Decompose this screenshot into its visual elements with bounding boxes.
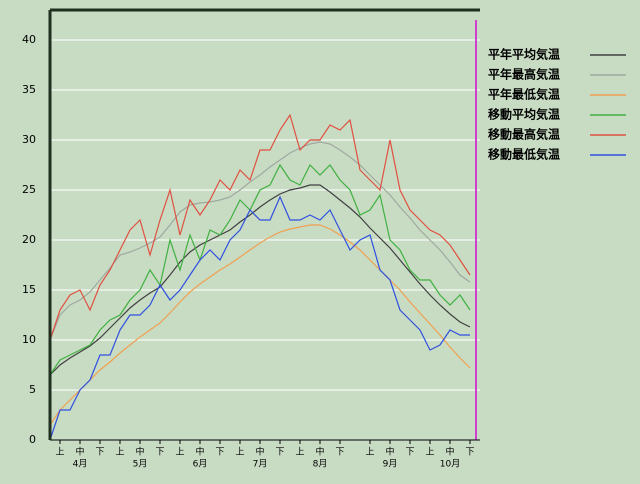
x-tick-label: 下 <box>405 448 414 458</box>
legend-label: 平年最低気温 <box>488 87 560 102</box>
series-line <box>49 141 471 341</box>
y-tick-label: 5 <box>29 383 36 396</box>
x-tick-label: 中 <box>255 446 264 458</box>
x-tick-label: 中 <box>385 446 394 458</box>
x-tick-label: 下 <box>95 448 104 458</box>
y-tick-label: 35 <box>22 83 36 96</box>
series-line <box>49 113 471 341</box>
x-tick-label: 下 <box>335 448 344 458</box>
x-tick-label: 中 <box>195 446 204 458</box>
y-tick-label: 25 <box>22 183 36 196</box>
legend-label: 移動最高気温 <box>488 127 560 142</box>
legend-label: 平年最高気温 <box>488 67 560 82</box>
month-label: 6月 <box>193 459 208 470</box>
x-tick-label: 中 <box>135 446 144 458</box>
month-label: 7月 <box>253 459 268 470</box>
y-tick-label: 40 <box>22 33 36 46</box>
x-tick-label: 中 <box>445 446 454 458</box>
series-line <box>49 163 471 376</box>
x-tick-label: 上 <box>425 447 434 458</box>
y-tick-label: 30 <box>22 133 36 146</box>
legend-label: 移動最低気温 <box>488 147 560 162</box>
series-line <box>49 195 470 441</box>
x-tick-label: 下 <box>215 448 224 458</box>
month-label: 9月 <box>383 459 398 470</box>
y-tick-label: 10 <box>22 333 36 346</box>
x-tick-label: 中 <box>75 446 84 458</box>
series-line <box>49 224 471 426</box>
month-label: 10月 <box>440 459 460 470</box>
x-tick-label: 上 <box>175 447 184 458</box>
y-tick-label: 15 <box>22 283 36 296</box>
x-tick-label: 下 <box>155 448 164 458</box>
month-label: 4月 <box>73 459 88 470</box>
series-line <box>49 184 471 376</box>
x-tick-label: 下 <box>465 448 474 458</box>
legend-label: 平年平均気温 <box>488 47 560 62</box>
y-tick-label: 0 <box>29 433 36 446</box>
x-tick-label: 上 <box>55 447 64 458</box>
x-tick-label: 上 <box>295 447 304 458</box>
x-tick-label: 上 <box>115 447 124 458</box>
x-tick-label: 上 <box>235 447 244 458</box>
x-tick-label: 下 <box>275 448 284 458</box>
x-tick-label: 中 <box>315 446 324 458</box>
legend-label: 移動平均気温 <box>488 107 560 122</box>
month-label: 8月 <box>313 459 328 470</box>
month-label: 5月 <box>133 459 148 470</box>
y-tick-label: 20 <box>22 233 36 246</box>
x-tick-label: 上 <box>365 447 374 458</box>
